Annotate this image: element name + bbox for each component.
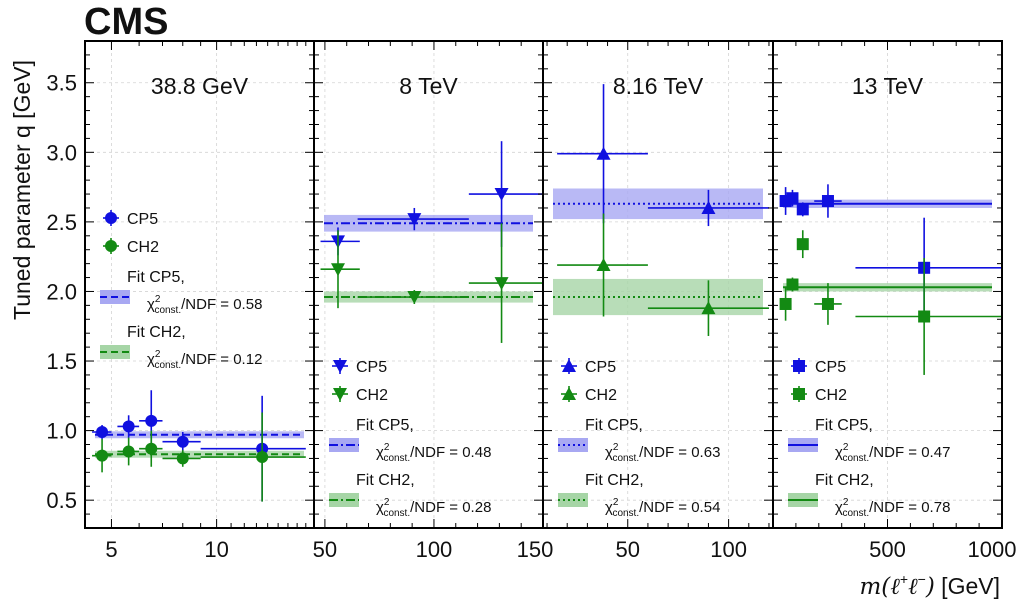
- data-point: [407, 213, 422, 227]
- data-point: [796, 203, 809, 216]
- legend-fit-label: Fit CH2,: [585, 472, 644, 489]
- y-tick-label: 2.5: [46, 210, 77, 235]
- legend-chi2: χ2 const./NDF = 0.28: [376, 497, 491, 519]
- data-point: [145, 442, 158, 455]
- legend-fit-label: Fit CP5,: [127, 269, 185, 286]
- legend-marker: [562, 387, 576, 400]
- panel-2: CP5 CH2 Fit CP5, χ2 const./NDF = 0.63 Fit CH2…: [542, 40, 774, 562]
- data-point: [494, 277, 509, 291]
- legend-label: CP5: [127, 211, 158, 228]
- legend-chi2: χ2 const./NDF = 0.58: [147, 294, 262, 316]
- panels: CP5 CH2 Fit CP5, χ2 const./NDF = 0.58 Fit CH2…: [46, 40, 1017, 562]
- x-tick-label: 50: [615, 537, 639, 562]
- data-point: [96, 449, 109, 462]
- legend-label: CH2: [815, 387, 847, 404]
- legend-label: CH2: [127, 239, 159, 256]
- data-point: [256, 451, 269, 464]
- panel-title: 8.16 TeV: [613, 73, 704, 99]
- data-point: [330, 263, 345, 277]
- legend-chi2: χ2 const./NDF = 0.47: [835, 442, 950, 464]
- panel-title: 38.8 GeV: [151, 73, 249, 99]
- data-point: [796, 238, 809, 251]
- y-tick-label: 1.5: [46, 349, 77, 374]
- x-tick-label: 5: [105, 537, 117, 562]
- data-point: [176, 435, 189, 448]
- data-point: [596, 258, 611, 272]
- experiment-label: CMS: [84, 1, 168, 43]
- data-point: [701, 200, 716, 214]
- legend-marker: [105, 212, 117, 224]
- panel-3: CP5 CH2 Fit CP5, χ2 const./NDF = 0.47 Fit CH2…: [772, 40, 1017, 562]
- data-point: [779, 297, 792, 310]
- legend-fit-label: Fit CP5,: [585, 417, 643, 434]
- y-tick-label: 3.5: [46, 71, 77, 96]
- x-tick-label: 100: [710, 537, 747, 562]
- panel-0: CP5 CH2 Fit CP5, χ2 const./NDF = 0.58 Fit CH2…: [46, 40, 315, 562]
- legend-fit-label: Fit CH2,: [127, 324, 186, 341]
- data-point: [407, 291, 422, 305]
- data-point: [96, 425, 109, 438]
- data-point: [786, 278, 799, 291]
- legend-chi2: χ2 const./NDF = 0.48: [376, 442, 491, 464]
- x-tick-label: 1000: [968, 537, 1017, 562]
- data-point: [122, 420, 135, 433]
- legend-marker: [562, 359, 576, 372]
- legend-fit-band: [329, 438, 359, 452]
- legend-chi2: χ2 const./NDF = 0.78: [835, 497, 950, 519]
- legend-chi2: χ2 const./NDF = 0.63: [605, 442, 720, 464]
- x-tick-label: 150: [517, 537, 554, 562]
- x-axis-label: m(ℓ+ℓ−) [GeV]: [859, 571, 1000, 600]
- y-axis-label: Tuned parameter q [GeV]: [9, 60, 35, 320]
- legend-label: CP5: [815, 359, 846, 376]
- legend-marker: [793, 360, 805, 372]
- y-tick-label: 3.0: [46, 140, 77, 165]
- data-point: [821, 297, 834, 310]
- legend-fit-label: Fit CH2,: [815, 472, 874, 489]
- legend-chi2: χ2 const./NDF = 0.12: [147, 349, 262, 371]
- legend-marker: [333, 388, 347, 401]
- legend-fit-label: Fit CP5,: [815, 417, 873, 434]
- data-point: [176, 452, 189, 465]
- panel-title: 13 TeV: [852, 73, 924, 99]
- x-tick-label: 10: [204, 537, 228, 562]
- legend-marker: [333, 360, 347, 373]
- y-tick-label: 0.5: [46, 488, 77, 513]
- data-point: [786, 192, 799, 205]
- data-point: [701, 301, 716, 315]
- data-point: [494, 188, 509, 202]
- x-tick-label: 50: [313, 537, 337, 562]
- legend-marker: [105, 240, 117, 252]
- legend-chi2: χ2 const./NDF = 0.54: [605, 497, 720, 519]
- data-point: [821, 195, 834, 208]
- legend-label: CH2: [356, 387, 388, 404]
- x-tick-label: 100: [416, 537, 453, 562]
- data-point: [596, 146, 611, 160]
- panel-1: CP5 CH2 Fit CP5, χ2 const./NDF = 0.48 Fit CH2…: [313, 40, 554, 562]
- legend-label: CP5: [356, 359, 387, 376]
- data-point: [145, 414, 158, 427]
- legend-marker: [793, 388, 805, 400]
- legend-label: CH2: [585, 387, 617, 404]
- y-tick-label: 1.0: [46, 419, 77, 444]
- y-tick-label: 2.0: [46, 279, 77, 304]
- legend-fit-label: Fit CP5,: [356, 417, 414, 434]
- data-point: [918, 310, 931, 323]
- legend-label: CP5: [585, 359, 616, 376]
- legend-fit-label: Fit CH2,: [356, 472, 415, 489]
- legend-fit-band: [329, 493, 359, 507]
- x-tick-label: 500: [869, 537, 906, 562]
- data-point: [122, 445, 135, 458]
- panel-title: 8 TeV: [399, 73, 458, 99]
